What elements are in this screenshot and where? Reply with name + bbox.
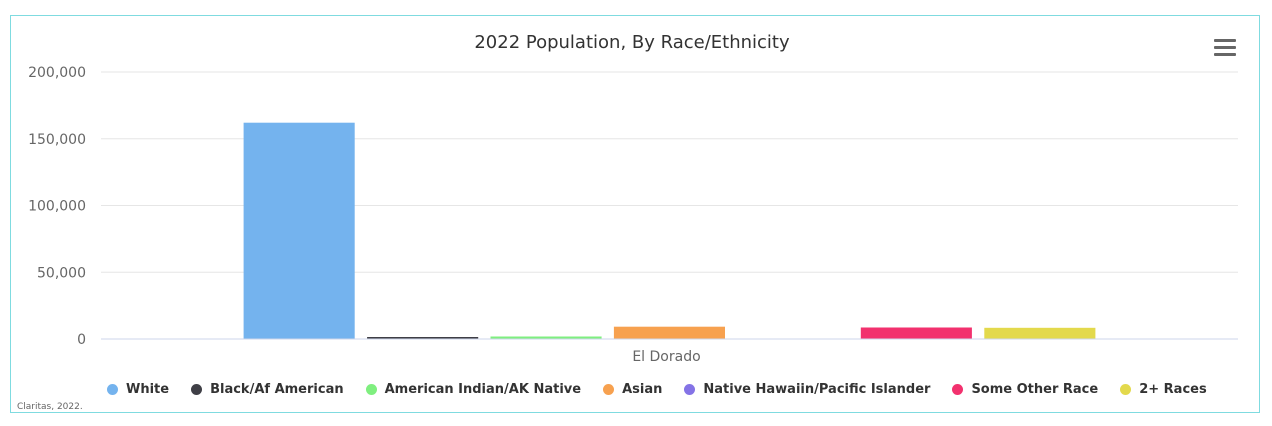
x-axis-ticks: El Dorado (632, 349, 700, 365)
chart-title: 2022 Population, By Race/Ethnicity (474, 32, 790, 53)
bar-white[interactable] (243, 122, 355, 339)
bars (243, 122, 1096, 340)
bar-american-indian-ak-native[interactable] (490, 336, 602, 340)
credit-text: Claritas, 2022. (17, 402, 83, 412)
y-tick-label: 0 (77, 332, 86, 348)
legend-item[interactable]: White (107, 382, 169, 397)
hamburger-menu-icon[interactable] (1214, 38, 1238, 58)
chart-legend: White Black/Af American American Indian/AK… (107, 380, 1229, 398)
legend-item[interactable]: Some Other Race (952, 382, 1098, 397)
y-tick-label: 50,000 (37, 265, 86, 281)
legend-item[interactable]: Asian (603, 382, 662, 397)
y-tick-label: 200,000 (28, 65, 86, 81)
bar-asian[interactable] (613, 326, 725, 339)
legend-label: 2+ Races (1139, 381, 1207, 397)
legend-marker-icon (603, 383, 615, 395)
legend-item[interactable]: American Indian/AK Native (365, 381, 582, 397)
legend-item[interactable]: Black/Af American (191, 382, 344, 397)
bar-some-other-race[interactable] (860, 327, 972, 340)
legend-label: Black/Af American (210, 381, 344, 397)
legend-item[interactable]: Native Hawaiin/Pacific Islander (684, 382, 930, 397)
legend-label: Some Other Race (971, 381, 1099, 397)
bar-2-races[interactable] (984, 327, 1096, 339)
legend-label: White (126, 381, 170, 397)
legend-label: American Indian/AK Native (384, 381, 582, 397)
y-axis-ticks: 0 50,000 100,000 150,000 200,000 (28, 65, 86, 348)
bar-chart: 2022 Population, By Race/Ethnicity 0 50,0… (28, 32, 1238, 365)
y-tick-label: 100,000 (28, 199, 86, 215)
legend-marker-icon (365, 383, 377, 395)
legend-marker-icon (952, 383, 964, 395)
legend-marker-icon (684, 383, 696, 395)
x-tick-label: El Dorado (632, 349, 700, 365)
legend-label: Asian (622, 381, 663, 397)
y-tick-label: 150,000 (28, 132, 86, 148)
bar-black-af-american[interactable] (367, 337, 479, 339)
legend-label: Native Hawaiin/Pacific Islander (703, 381, 931, 397)
legend-item[interactable]: 2+ Races (1120, 382, 1207, 397)
legend-marker-icon (107, 383, 118, 395)
legend-marker-icon (1120, 383, 1132, 395)
legend-marker-icon (191, 383, 203, 395)
chart-container: 2022 Population, By Race/Ethnicity 0 50,0… (10, 15, 1260, 413)
